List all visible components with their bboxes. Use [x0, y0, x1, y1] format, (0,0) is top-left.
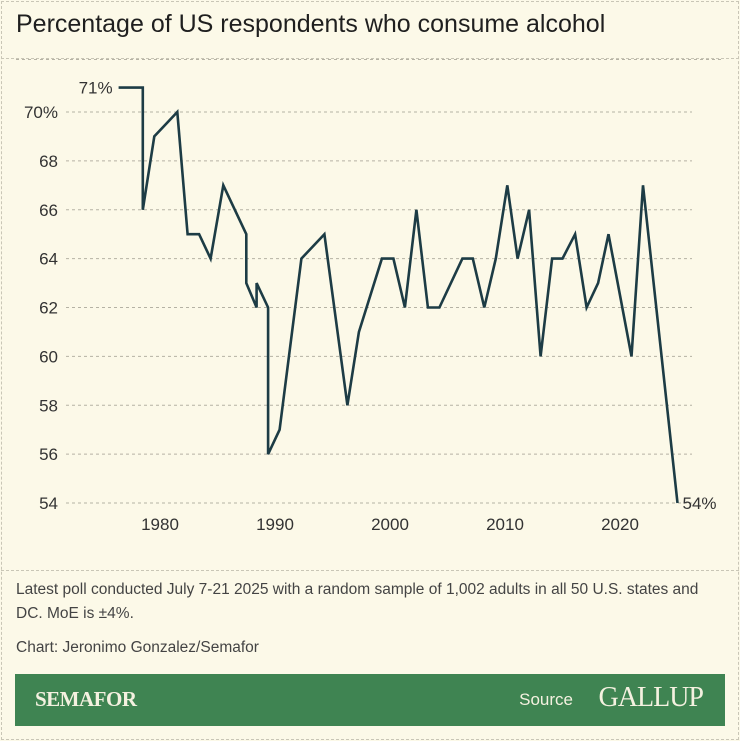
start-label: 71%: [79, 79, 113, 98]
footnote: Latest poll conducted July 7-21 2025 wit…: [16, 581, 699, 622]
chart-title: Percentage of US respondents who consume…: [16, 10, 606, 38]
y-tick-label: 68: [39, 152, 58, 171]
x-tick-label: 2020: [601, 515, 639, 534]
y-tick-label: 62: [39, 299, 58, 318]
y-tick-label: 54: [39, 494, 58, 513]
x-tick-label: 1980: [141, 515, 179, 534]
x-tick-label: 2000: [371, 515, 409, 534]
end-label: 54%: [683, 494, 717, 513]
title-divider: [1, 58, 739, 59]
source-label: Source: [519, 690, 573, 709]
semafor-logo: SEMAFOR: [35, 687, 137, 711]
y-tick-label: 64: [39, 250, 58, 269]
footer-divider: [1, 570, 739, 571]
y-tick-label: 58: [39, 396, 58, 415]
y-tick-label: 70%: [24, 103, 58, 122]
x-tick-label: 1990: [256, 515, 294, 534]
chart-credit: Chart: Jeronimo Gonzalez/Semafor: [16, 639, 259, 656]
alcohol-line: [118, 86, 679, 504]
y-tick-label: 60: [39, 347, 58, 366]
line-chart: 70% 68 66 64 62 60 58 56 54 1980 1990 2000 2010 2020 7…: [16, 59, 724, 534]
y-tick-label: 66: [39, 201, 58, 220]
gallup-logo: GALLUP: [598, 682, 704, 713]
x-tick-label: 2010: [486, 515, 524, 534]
y-tick-label: 56: [39, 445, 58, 464]
footer-bar: SEMAFOR Source GALLUP: [15, 674, 725, 726]
